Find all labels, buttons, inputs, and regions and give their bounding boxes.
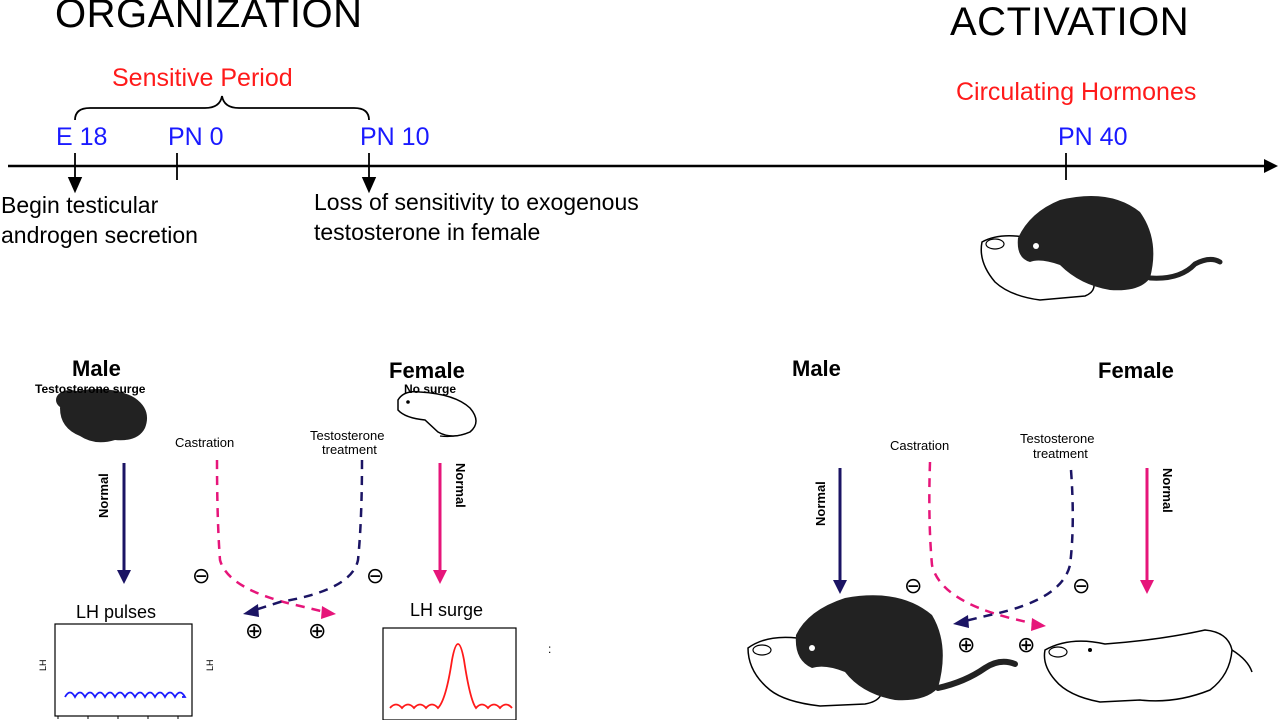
lh-pulses-chart: [54, 623, 193, 719]
circulating-hormones-label: Circulating Hormones: [956, 78, 1197, 106]
note-pn10: Loss of sensitivity to exogenous testost…: [314, 189, 639, 245]
act-male-label: Male: [792, 356, 841, 381]
org-castration-label: Castration: [175, 435, 235, 450]
female-pup-icon: [397, 390, 477, 438]
org-testosterone-label-1: Testosterone: [310, 428, 385, 443]
org-normal-right-label: Normal: [453, 463, 468, 508]
act-castration-label: Castration: [890, 438, 950, 453]
lh-surge-title: LH surge: [410, 600, 484, 620]
act-testosterone-label-1: Testosterone: [1020, 431, 1095, 446]
org-male-label: Male: [72, 356, 121, 381]
org-male-sub: Testosterone surge: [35, 382, 146, 396]
org-normal-left-label: Normal: [96, 473, 111, 518]
mark-pn0: PN 0: [168, 123, 224, 151]
sensitive-period-brace: [74, 95, 370, 121]
act-minus-right: ⊖: [1072, 573, 1091, 598]
act-normal-left-label: Normal: [813, 481, 828, 526]
timeline-axis: [8, 159, 1278, 173]
org-castration-arrow: [215, 459, 326, 614]
act-testosterone-label-2: treatment: [1033, 446, 1088, 461]
org-plus-right: ⊕: [308, 618, 327, 643]
mounting-rats-bottom-icon: [747, 595, 1018, 707]
org-plus-left: ⊕: [245, 618, 264, 643]
act-minus-left: ⊖: [904, 573, 923, 598]
mark-pn40: PN 40: [1058, 123, 1128, 151]
activation-heading: ACTIVATION: [950, 0, 1190, 44]
org-testosterone-label-2: treatment: [322, 442, 377, 457]
org-minus-left: ⊖: [192, 563, 211, 588]
mark-pn10: PN 10: [360, 123, 430, 151]
act-testosterone-arrow: [964, 469, 1075, 623]
mounting-rats-top-icon: [980, 196, 1223, 301]
act-plus-right: ⊕: [1017, 632, 1036, 657]
lh-pulses-title: LH pulses: [76, 602, 157, 622]
org-female-label: Female: [389, 358, 465, 383]
org-minus-right: ⊖: [366, 563, 385, 588]
lh-axis-label-2: LH: [205, 659, 215, 671]
lh-surge-line: [389, 643, 513, 710]
act-female-label: Female: [1098, 358, 1174, 383]
act-normal-right-label: Normal: [1160, 468, 1175, 513]
colon-mark: :: [548, 642, 552, 656]
lh-pulses-line: [64, 691, 187, 699]
act-plus-left: ⊕: [957, 632, 976, 657]
male-pup-icon: [56, 389, 148, 443]
lh-pulses-axis-label: LH: [38, 659, 48, 671]
lh-surge-chart: [382, 627, 517, 720]
sensitive-period-label: Sensitive Period: [112, 64, 293, 92]
act-castration-arrow: [928, 461, 1036, 626]
note-e18: Begin testicular androgen secretion: [1, 192, 198, 248]
org-female-sub: No surge: [404, 382, 457, 396]
mark-e18: E 18: [56, 123, 108, 151]
org-testosterone-arrow: [254, 459, 364, 612]
organization-heading: ORGANIZATION: [55, 0, 363, 36]
female-rat-icon: [1043, 629, 1253, 703]
